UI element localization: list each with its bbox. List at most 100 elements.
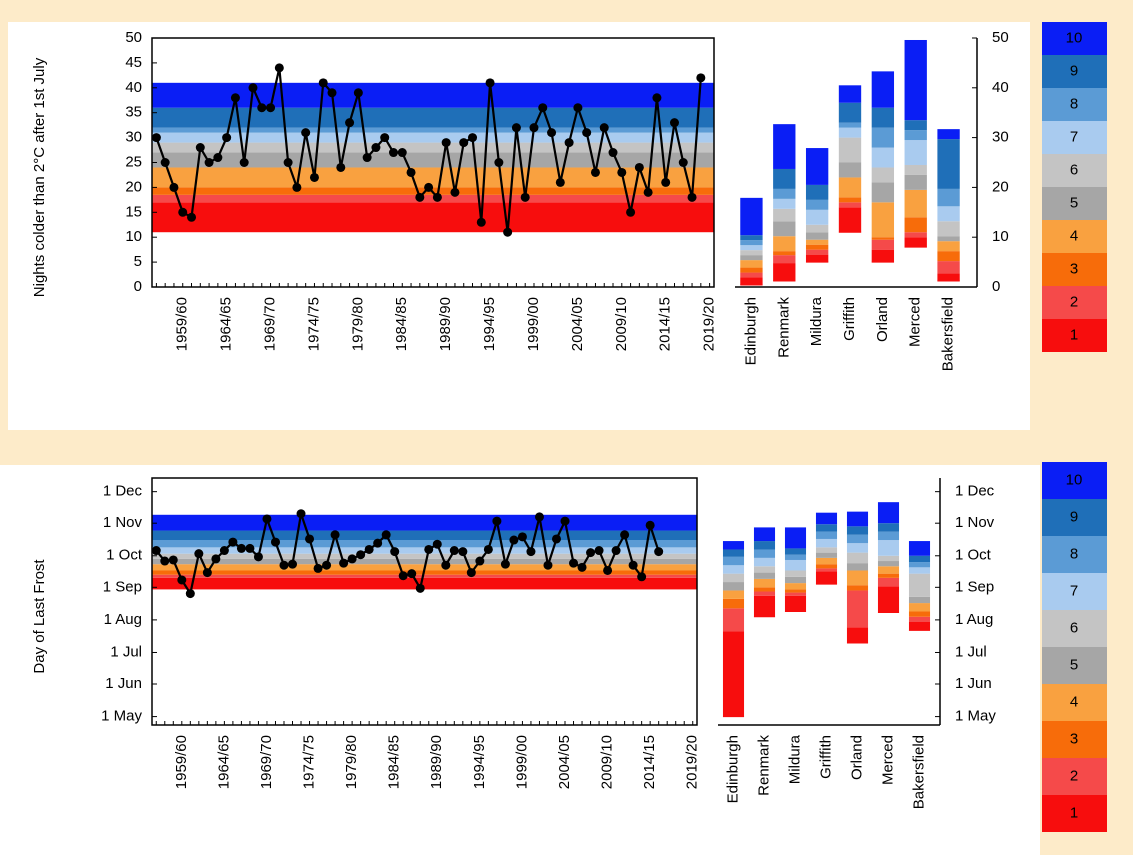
bar-segment (871, 237, 895, 240)
bar-segment (904, 217, 927, 233)
bar-segment (773, 168, 796, 189)
y-tick-label: 1 Oct (955, 547, 992, 564)
data-point (288, 559, 298, 569)
legend-swatch (1042, 684, 1107, 721)
data-point (617, 167, 627, 177)
bar-segment (784, 595, 807, 612)
data-point (415, 583, 425, 593)
bar-segment (740, 277, 763, 286)
bar-segment (740, 250, 763, 256)
bar-segment (753, 591, 776, 596)
y-tick-label: 1 Nov (103, 514, 143, 531)
bar-segment (904, 237, 927, 248)
bar-segment (722, 565, 745, 574)
bar-segment (753, 557, 776, 567)
bar-segment (753, 566, 776, 573)
bar-segment (838, 102, 862, 123)
bar-segment (937, 236, 960, 242)
bar-segment (937, 188, 960, 207)
data-point (538, 103, 548, 113)
x-tick-label: Edinburgh (724, 735, 741, 803)
data-point (654, 547, 664, 557)
y-tick-label: 0 (134, 278, 142, 295)
y-tick-label: 0 (992, 278, 1000, 295)
legend-swatch (1042, 121, 1107, 154)
x-tick-label: 1969/70 (258, 735, 275, 789)
data-point (599, 123, 609, 133)
bar-segment (753, 541, 776, 550)
bar-segment (846, 526, 869, 535)
data-point (661, 177, 671, 187)
bar-segment (846, 627, 869, 644)
bar-segment (805, 232, 829, 240)
legend-swatch (1042, 154, 1107, 187)
data-point (373, 538, 383, 548)
data-point (608, 148, 618, 158)
legend-swatch (1042, 22, 1107, 55)
x-tick-label: 2004/05 (556, 735, 573, 789)
data-point (356, 550, 366, 560)
data-point (390, 547, 400, 557)
data-point (569, 558, 579, 568)
data-point (407, 569, 417, 579)
data-point (547, 128, 557, 138)
bar-segment (904, 174, 927, 190)
legend-label: 6 (1070, 619, 1078, 636)
x-tick-label: Edinburgh (742, 297, 759, 365)
legend-label: 2 (1070, 767, 1078, 784)
legend-label: 7 (1070, 582, 1078, 599)
data-point (551, 534, 561, 544)
x-tick-label: 1959/60 (174, 297, 191, 351)
bar-segment (908, 541, 931, 556)
bar-segment (937, 261, 960, 274)
y-tick-label: 45 (125, 54, 142, 71)
data-point (449, 546, 459, 556)
legend-swatch (1042, 499, 1107, 536)
data-point (253, 552, 263, 562)
bar-segment (805, 199, 829, 210)
bar-segment (815, 524, 838, 532)
y-tick-label: 30 (992, 129, 1009, 146)
x-tick-label: 1984/85 (386, 735, 403, 789)
bar-segment (722, 541, 745, 550)
bar-segment (877, 523, 900, 532)
bar-segment (722, 573, 745, 583)
y-tick-label: 1 Aug (955, 611, 993, 628)
data-point (543, 560, 553, 570)
bar-segment (805, 184, 829, 200)
data-point (336, 162, 346, 172)
x-tick-label: Griffith (841, 297, 858, 341)
bar-segment (871, 249, 895, 263)
bar-segment (937, 251, 960, 262)
data-point (160, 158, 170, 167)
legend-label: 2 (1070, 293, 1078, 310)
y-tick-label: 40 (992, 79, 1009, 96)
bar-segment (937, 241, 960, 252)
bar-segment (871, 239, 895, 250)
bar-segment (937, 129, 960, 140)
bar-segment (740, 272, 763, 278)
data-point (511, 123, 521, 133)
data-point (687, 192, 697, 202)
bar-segment (815, 552, 838, 558)
data-point (345, 118, 355, 128)
x-tick-label: Merced (879, 735, 896, 785)
bar-segment (846, 534, 869, 544)
bar-segment (937, 206, 960, 222)
bar-segment (908, 567, 931, 574)
bar-segment (871, 147, 895, 168)
x-tick-label: 2014/15 (657, 297, 674, 351)
bar-segment (838, 162, 862, 178)
data-point (415, 192, 425, 202)
bar-segment (908, 555, 931, 563)
data-point (318, 78, 328, 88)
data-point (381, 530, 391, 540)
data-point (178, 207, 188, 217)
legend-label: 5 (1070, 656, 1078, 673)
bar-segment (877, 573, 900, 578)
legend-swatch (1042, 319, 1107, 352)
data-point (177, 575, 187, 585)
data-point (270, 537, 280, 547)
bar-segment (877, 561, 900, 567)
bar-segment (846, 552, 869, 564)
